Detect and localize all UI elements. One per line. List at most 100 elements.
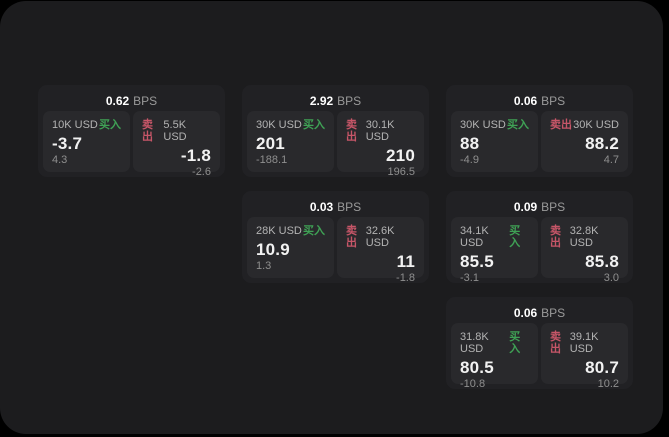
quote-card-grid: 0.62 BPS 10K USD 买入 -3.7 4.3 卖出 — [38, 85, 633, 390]
buy-side-label: 买入 — [509, 225, 521, 250]
buy-tile-header: 30K USD 买入 — [460, 119, 529, 131]
buy-notional: 34.1K USD — [460, 225, 489, 250]
bps-value: 0.06 — [513, 93, 538, 108]
quote-card: 0.06 BPS 30K USD 买入 88 -4.9 卖出 — [446, 85, 633, 177]
sell-side-label: 卖出 — [346, 119, 357, 144]
buy-price: 85.5 — [460, 252, 494, 272]
buy-notional: 30K USD — [460, 119, 506, 131]
buy-tile-header: 34.1K USD 买入 — [460, 225, 529, 249]
sell-quote-tile[interactable]: 卖出 30.1K USD 210 196.5 — [337, 111, 424, 178]
sell-price: -1.8 — [180, 146, 211, 166]
sell-notional: 32.6K USD — [365, 225, 395, 250]
quote-card: 0.03 BPS 28K USD 买入 10.9 1.3 卖出 — [242, 191, 429, 284]
buy-price: 10.9 — [256, 240, 290, 260]
sell-quote-tile[interactable]: 卖出 39.1K USD 80.7 10.2 — [541, 323, 628, 390]
bps-header: 0.06 BPS — [451, 90, 628, 111]
bps-value: 2.92 — [309, 93, 334, 108]
buy-quote-tile[interactable]: 34.1K USD 买入 85.5 -3.1 — [451, 217, 538, 284]
bps-unit-label: BPS — [133, 93, 158, 108]
bps-unit-label: BPS — [337, 199, 362, 214]
bps-value: 0.06 — [513, 305, 538, 320]
buy-side-label: 买入 — [509, 331, 521, 356]
sell-price: 88.2 — [585, 134, 619, 154]
bps-header: 0.62 BPS — [43, 90, 220, 111]
quote-tiles: 34.1K USD 买入 85.5 -3.1 卖出 32.8K USD 85.8… — [451, 217, 628, 284]
quote-card: 2.92 BPS 30K USD 买入 201 -188.1 卖出 — [242, 85, 429, 178]
sell-change: 4.7 — [603, 153, 619, 166]
sell-quote-tile[interactable]: 卖出 30K USD 88.2 4.7 — [541, 111, 628, 172]
bps-unit-label: BPS — [541, 93, 566, 108]
quote-card: 0.09 BPS 34.1K USD 买入 85.5 -3.1 卖出 — [446, 191, 633, 284]
buy-quote-tile[interactable]: 30K USD 买入 88 -4.9 — [451, 111, 538, 172]
buy-change: -4.9 — [460, 153, 479, 166]
sell-tile-header: 卖出 30.1K USD — [346, 119, 415, 143]
buy-notional: 31.8K USD — [460, 331, 489, 356]
bps-header: 0.03 BPS — [247, 196, 424, 217]
sell-price: 210 — [386, 146, 415, 166]
sell-price: 11 — [396, 252, 415, 272]
bps-unit-label: BPS — [337, 93, 362, 108]
buy-change: -3.1 — [460, 271, 479, 284]
sell-change: 196.5 — [387, 165, 415, 178]
sell-side-label: 卖出 — [142, 119, 153, 144]
buy-tile-header: 10K USD 买入 — [52, 119, 121, 131]
buy-price: 80.5 — [460, 358, 494, 378]
buy-price: 201 — [256, 134, 285, 154]
buy-notional: 30K USD — [256, 119, 302, 131]
sell-side-label: 卖出 — [550, 225, 561, 250]
sell-side-label: 卖出 — [550, 331, 561, 356]
quote-tiles: 30K USD 买入 88 -4.9 卖出 30K USD 88.2 4.7 — [451, 111, 628, 172]
buy-change: 1.3 — [256, 259, 272, 272]
bps-value: 0.03 — [309, 199, 334, 214]
sell-tile-header: 卖出 5.5K USD — [142, 119, 211, 143]
sell-quote-tile[interactable]: 卖出 32.6K USD 11 -1.8 — [337, 217, 424, 284]
sell-change: -1.8 — [396, 271, 415, 284]
sell-change: 3.0 — [603, 271, 619, 284]
sell-notional: 30.1K USD — [365, 119, 395, 144]
sell-notional: 30K USD — [573, 119, 619, 131]
buy-tile-header: 31.8K USD 买入 — [460, 331, 529, 355]
buy-side-label: 买入 — [99, 119, 121, 131]
quote-card: 0.06 BPS 31.8K USD 买入 80.5 -10.8 卖 — [446, 297, 633, 390]
quote-tiles: 10K USD 买入 -3.7 4.3 卖出 5.5K USD -1.8 -2.… — [43, 111, 220, 178]
quote-tiles: 28K USD 买入 10.9 1.3 卖出 32.6K USD 11 -1.8 — [247, 217, 424, 284]
quote-tiles: 30K USD 买入 201 -188.1 卖出 30.1K USD 210 1… — [247, 111, 424, 178]
sell-quote-tile[interactable]: 卖出 5.5K USD -1.8 -2.6 — [133, 111, 220, 178]
buy-change: -188.1 — [256, 153, 288, 166]
sell-notional: 32.8K USD — [569, 225, 599, 250]
bps-header: 0.09 BPS — [451, 196, 628, 217]
sell-side-label: 卖出 — [550, 119, 572, 131]
buy-notional: 28K USD — [256, 225, 302, 237]
bps-header: 0.06 BPS — [451, 302, 628, 323]
buy-tile-header: 30K USD 买入 — [256, 119, 325, 131]
sell-notional: 39.1K USD — [569, 331, 599, 356]
bps-unit-label: BPS — [541, 305, 566, 320]
buy-price: -3.7 — [52, 134, 83, 154]
buy-change: -10.8 — [460, 377, 486, 390]
sell-price: 85.8 — [585, 252, 619, 272]
buy-quote-tile[interactable]: 28K USD 买入 10.9 1.3 — [247, 217, 334, 278]
bps-header: 2.92 BPS — [247, 90, 424, 111]
sell-tile-header: 卖出 39.1K USD — [550, 331, 619, 355]
buy-tile-header: 28K USD 买入 — [256, 225, 325, 237]
buy-quote-tile[interactable]: 30K USD 买入 201 -188.1 — [247, 111, 334, 172]
sell-notional: 5.5K USD — [163, 119, 187, 144]
buy-notional: 10K USD — [52, 119, 98, 131]
sell-price: 80.7 — [585, 358, 619, 378]
buy-quote-tile[interactable]: 31.8K USD 买入 80.5 -10.8 — [451, 323, 538, 390]
bps-unit-label: BPS — [541, 199, 566, 214]
quote-tiles: 31.8K USD 买入 80.5 -10.8 卖出 39.1K USD 80.… — [451, 323, 628, 390]
bps-value: 0.62 — [105, 93, 130, 108]
bps-value: 0.09 — [513, 199, 538, 214]
buy-price: 88 — [460, 134, 480, 154]
sell-quote-tile[interactable]: 卖出 32.8K USD 85.8 3.0 — [541, 217, 628, 284]
sell-tile-header: 卖出 32.8K USD — [550, 225, 619, 249]
sell-side-label: 卖出 — [346, 225, 357, 250]
sell-tile-header: 卖出 30K USD — [550, 119, 619, 131]
buy-side-label: 买入 — [303, 119, 325, 131]
sell-change: -2.6 — [192, 165, 211, 178]
buy-change: 4.3 — [52, 153, 68, 166]
buy-quote-tile[interactable]: 10K USD 买入 -3.7 4.3 — [43, 111, 130, 172]
sell-change: 10.2 — [597, 377, 619, 390]
